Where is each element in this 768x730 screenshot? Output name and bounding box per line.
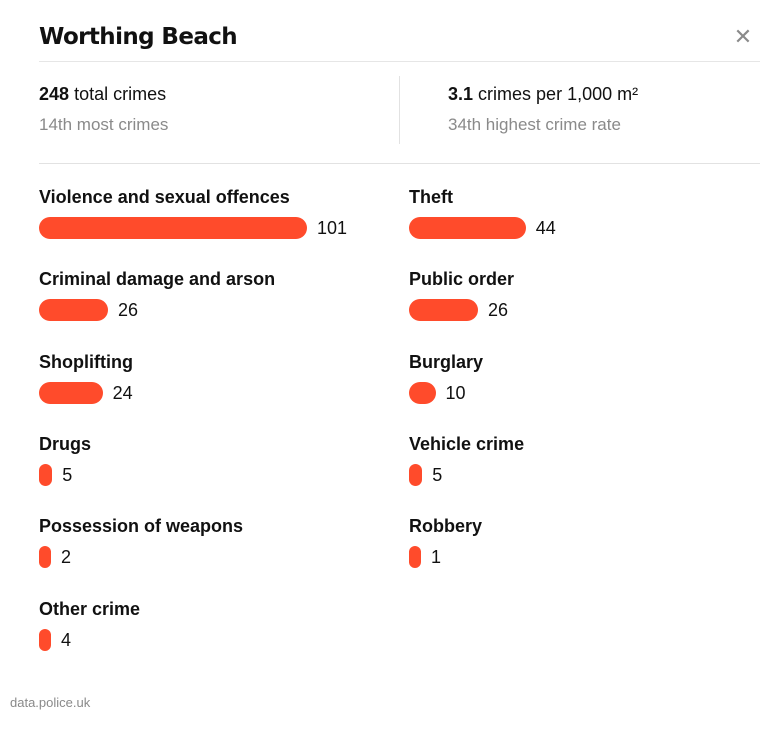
- crime-category: Violence and sexual offences 101: [39, 185, 347, 240]
- category-name: Violence and sexual offences: [39, 187, 290, 207]
- category-name: Shoplifting: [39, 351, 133, 372]
- category-bar-row: 5: [39, 463, 91, 487]
- data-source: data.police.uk: [10, 695, 91, 710]
- category-name: Burglary: [409, 351, 484, 372]
- category-bar-row: 4: [39, 628, 140, 652]
- crime-rate-rank: 34th highest crime rate: [448, 115, 621, 134]
- panel-header: Worthing Beach ✕: [39, 22, 760, 62]
- category-bar-row: 10: [409, 381, 483, 405]
- category-bar-row: 5: [409, 463, 524, 487]
- category-bar-row: 2: [39, 545, 243, 569]
- crime-category: Burglary 10: [409, 350, 483, 405]
- total-crimes-value: 248: [39, 84, 70, 104]
- category-bar: [39, 217, 307, 239]
- crime-rate-label: crimes per 1,000 m²: [478, 84, 639, 104]
- total-crimes-stat: 248 total crimes 14th most crimes: [39, 76, 168, 137]
- crime-category: Shoplifting 24: [39, 350, 133, 405]
- stats-divider: [399, 76, 400, 144]
- category-name: Vehicle crime: [409, 433, 525, 454]
- category-bar-row: 101: [39, 216, 347, 240]
- crime-rate-value: 3.1: [448, 84, 474, 104]
- crime-category: Theft 44: [409, 185, 556, 240]
- category-count: 5: [432, 464, 443, 485]
- crime-rate-stat: 3.1 crimes per 1,000 m² 34th highest cri…: [448, 76, 638, 137]
- category-bar-row: 26: [409, 298, 514, 322]
- category-count: 4: [61, 629, 72, 650]
- category-count: 10: [445, 382, 466, 403]
- category-count: 5: [62, 464, 73, 485]
- category-count: 101: [317, 218, 348, 238]
- category-bar: [409, 463, 423, 486]
- crime-category: Possession of weapons 2: [39, 514, 243, 569]
- category-bar: [39, 381, 103, 404]
- category-bar: [39, 463, 53, 486]
- close-icon[interactable]: ✕: [733, 24, 753, 49]
- category-name: Possession of weapons: [39, 516, 244, 537]
- stats-summary: 248 total crimes 14th most crimes 3.1 cr…: [39, 76, 760, 164]
- category-bar-row: 1: [409, 545, 482, 569]
- category-bar: [409, 299, 478, 322]
- category-name: Public order: [409, 269, 515, 290]
- category-name: Other crime: [39, 598, 141, 619]
- category-count: 1: [431, 547, 442, 568]
- category-bar: [409, 381, 436, 404]
- category-count: 26: [487, 300, 509, 321]
- category-count: 44: [535, 218, 556, 238]
- crime-category: Public order 26: [409, 267, 514, 322]
- category-count: 24: [112, 382, 133, 403]
- category-name: Criminal damage and arson: [39, 269, 276, 290]
- total-crimes-label: total crimes: [74, 84, 167, 104]
- crime-category: Drugs 5: [39, 432, 91, 487]
- crime-category: Vehicle crime 5: [409, 432, 524, 487]
- category-bar-row: 26: [39, 298, 275, 322]
- total-crimes-rank: 14th most crimes: [39, 115, 169, 134]
- category-name: Theft: [409, 187, 453, 207]
- category-bar: [409, 546, 421, 569]
- category-bar-row: 44: [409, 216, 556, 240]
- crime-category: Other crime 4: [39, 597, 140, 652]
- category-bar: [409, 217, 526, 239]
- crime-category: Robbery 1: [409, 514, 482, 569]
- category-bar: [39, 546, 51, 569]
- category-count: 26: [117, 300, 139, 321]
- area-title: Worthing Beach: [39, 24, 238, 50]
- category-bar: [39, 628, 51, 651]
- category-bar: [39, 299, 108, 322]
- category-bar-row: 24: [39, 381, 133, 405]
- category-name: Drugs: [39, 433, 92, 454]
- category-name: Robbery: [409, 516, 483, 537]
- category-count: 2: [61, 547, 72, 568]
- crime-category: Criminal damage and arson 26: [39, 267, 275, 322]
